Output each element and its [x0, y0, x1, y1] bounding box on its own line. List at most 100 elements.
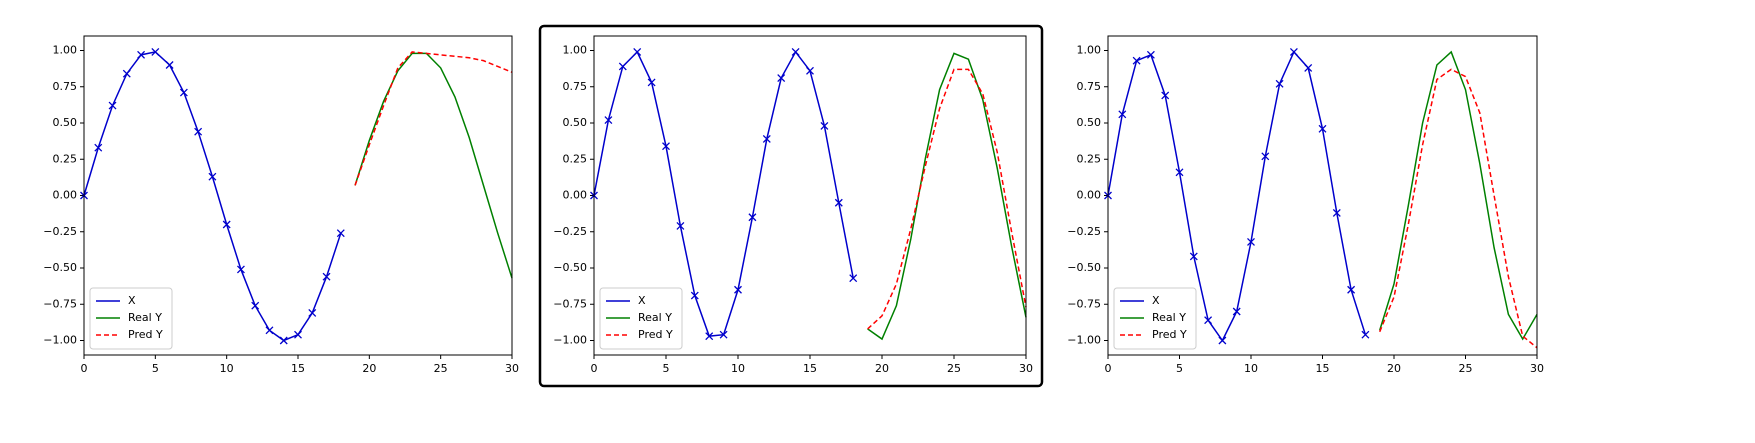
- y-tick-label: 1.00: [53, 44, 78, 57]
- x-tick-label: 0: [591, 362, 598, 375]
- point-marker: [633, 47, 642, 56]
- plot-frame: [593, 35, 1027, 356]
- point-marker: [1304, 63, 1313, 72]
- legend-label: X: [1152, 294, 1160, 307]
- x-tick-label: 30: [1019, 362, 1033, 375]
- point-marker: [222, 220, 231, 229]
- y-tick-label: −1.00: [43, 334, 77, 347]
- series-line: [1378, 50, 1538, 341]
- x-tick-label: 20: [362, 362, 376, 375]
- x-tick-label: 20: [1387, 362, 1401, 375]
- y-tick-label: 0.75: [53, 80, 78, 93]
- y-tick-label: −0.50: [1067, 261, 1101, 274]
- legend-label: Pred Y: [128, 328, 163, 341]
- y-tick-label: 0.50: [53, 116, 78, 129]
- point-marker: [604, 116, 613, 125]
- point-marker: [122, 69, 131, 78]
- point-marker: [705, 332, 714, 341]
- point-marker: [194, 127, 203, 136]
- point-marker: [336, 229, 345, 238]
- x-tick-label: 5: [663, 362, 670, 375]
- point-marker: [208, 172, 217, 181]
- y-tick-label: 1.00: [563, 44, 588, 57]
- y-tick-label: −0.25: [553, 225, 587, 238]
- chart-panel: −1.00 −0.75 −0.50 −0.25 0.00 0.25 0.50 0.75 1.00…: [43, 35, 519, 375]
- y-tick-label: 0.00: [53, 189, 78, 202]
- point-marker: [806, 66, 814, 75]
- point-marker: [791, 47, 800, 56]
- point-marker: [1347, 285, 1356, 294]
- legend-label: X: [638, 294, 646, 307]
- point-marker: [618, 62, 627, 71]
- legend-box: [89, 287, 173, 350]
- point-marker: [647, 78, 656, 87]
- point-marker: [137, 50, 146, 59]
- point-marker: [151, 47, 160, 56]
- legend-label: Real Y: [638, 311, 672, 324]
- point-marker: [308, 308, 317, 317]
- y-tick-label: 0.75: [1077, 80, 1102, 93]
- chart-panel: −1.00 −0.75 −0.50 −0.25 0.00 0.25 0.50 0.75 1.00…: [1067, 35, 1544, 375]
- y-tick-label: −1.00: [1067, 334, 1101, 347]
- y-tick-label: 0.50: [1077, 116, 1102, 129]
- x-tick-label: 15: [291, 362, 305, 375]
- x-tick-label: 10: [731, 362, 745, 375]
- point-marker: [179, 88, 188, 97]
- selection-frame[interactable]: [538, 24, 1044, 388]
- y-tick-label: 0.75: [563, 80, 588, 93]
- point-marker: [719, 330, 728, 339]
- point-marker: [265, 326, 274, 335]
- series-line: [867, 52, 1027, 341]
- point-marker: [1289, 47, 1298, 56]
- point-marker: [1146, 50, 1155, 59]
- series-line: [354, 52, 513, 279]
- point-marker: [1261, 152, 1270, 161]
- point-marker: [1218, 336, 1227, 345]
- y-tick-label: −0.75: [1067, 297, 1101, 310]
- x-tick-label: 15: [1316, 362, 1330, 375]
- point-marker: [834, 198, 843, 207]
- point-marker: [1118, 110, 1127, 119]
- x-tick-label: 0: [81, 362, 88, 375]
- y-tick-label: −0.50: [43, 261, 77, 274]
- x-tick-label: 25: [1459, 362, 1473, 375]
- point-marker: [236, 265, 245, 274]
- x-tick-label: 15: [803, 362, 817, 375]
- series-line: [354, 51, 513, 186]
- legend-label: X: [128, 294, 136, 307]
- legend-label: Pred Y: [638, 328, 673, 341]
- series-line: [867, 68, 1027, 330]
- legend-box: [599, 287, 683, 350]
- plot-frame: [1107, 35, 1538, 356]
- y-tick-label: −0.25: [1067, 225, 1101, 238]
- x-tick-label: 10: [1244, 362, 1258, 375]
- x-tick-label: 25: [434, 362, 448, 375]
- y-tick-label: −0.75: [553, 297, 587, 310]
- point-marker: [1275, 79, 1284, 88]
- point-marker: [1332, 208, 1341, 217]
- y-tick-label: 0.00: [563, 189, 588, 202]
- x-tick-label: 0: [1105, 362, 1112, 375]
- y-tick-label: −0.25: [43, 225, 77, 238]
- point-marker: [294, 330, 302, 339]
- x-tick-label: 10: [220, 362, 234, 375]
- point-marker: [662, 142, 670, 151]
- y-tick-label: 0.25: [1077, 152, 1102, 165]
- point-marker: [762, 134, 771, 143]
- point-marker: [1318, 124, 1327, 133]
- legend-label: Real Y: [1152, 311, 1186, 324]
- point-marker: [165, 61, 174, 69]
- point-marker: [820, 121, 829, 130]
- point-marker: [1247, 237, 1255, 246]
- point-marker: [777, 74, 786, 83]
- chart-panel[interactable]: −1.00 −0.75 −0.50 −0.25 0.00 0.25 0.50 0.75 1.00…: [538, 24, 1044, 388]
- point-marker: [279, 336, 288, 345]
- y-tick-label: −0.75: [43, 297, 77, 310]
- point-marker: [1361, 330, 1370, 339]
- legend-label: Pred Y: [1152, 328, 1187, 341]
- y-tick-label: 0.25: [563, 152, 588, 165]
- x-tick-label: 5: [152, 362, 159, 375]
- plot-frame: [83, 35, 513, 356]
- x-tick-label: 25: [947, 362, 961, 375]
